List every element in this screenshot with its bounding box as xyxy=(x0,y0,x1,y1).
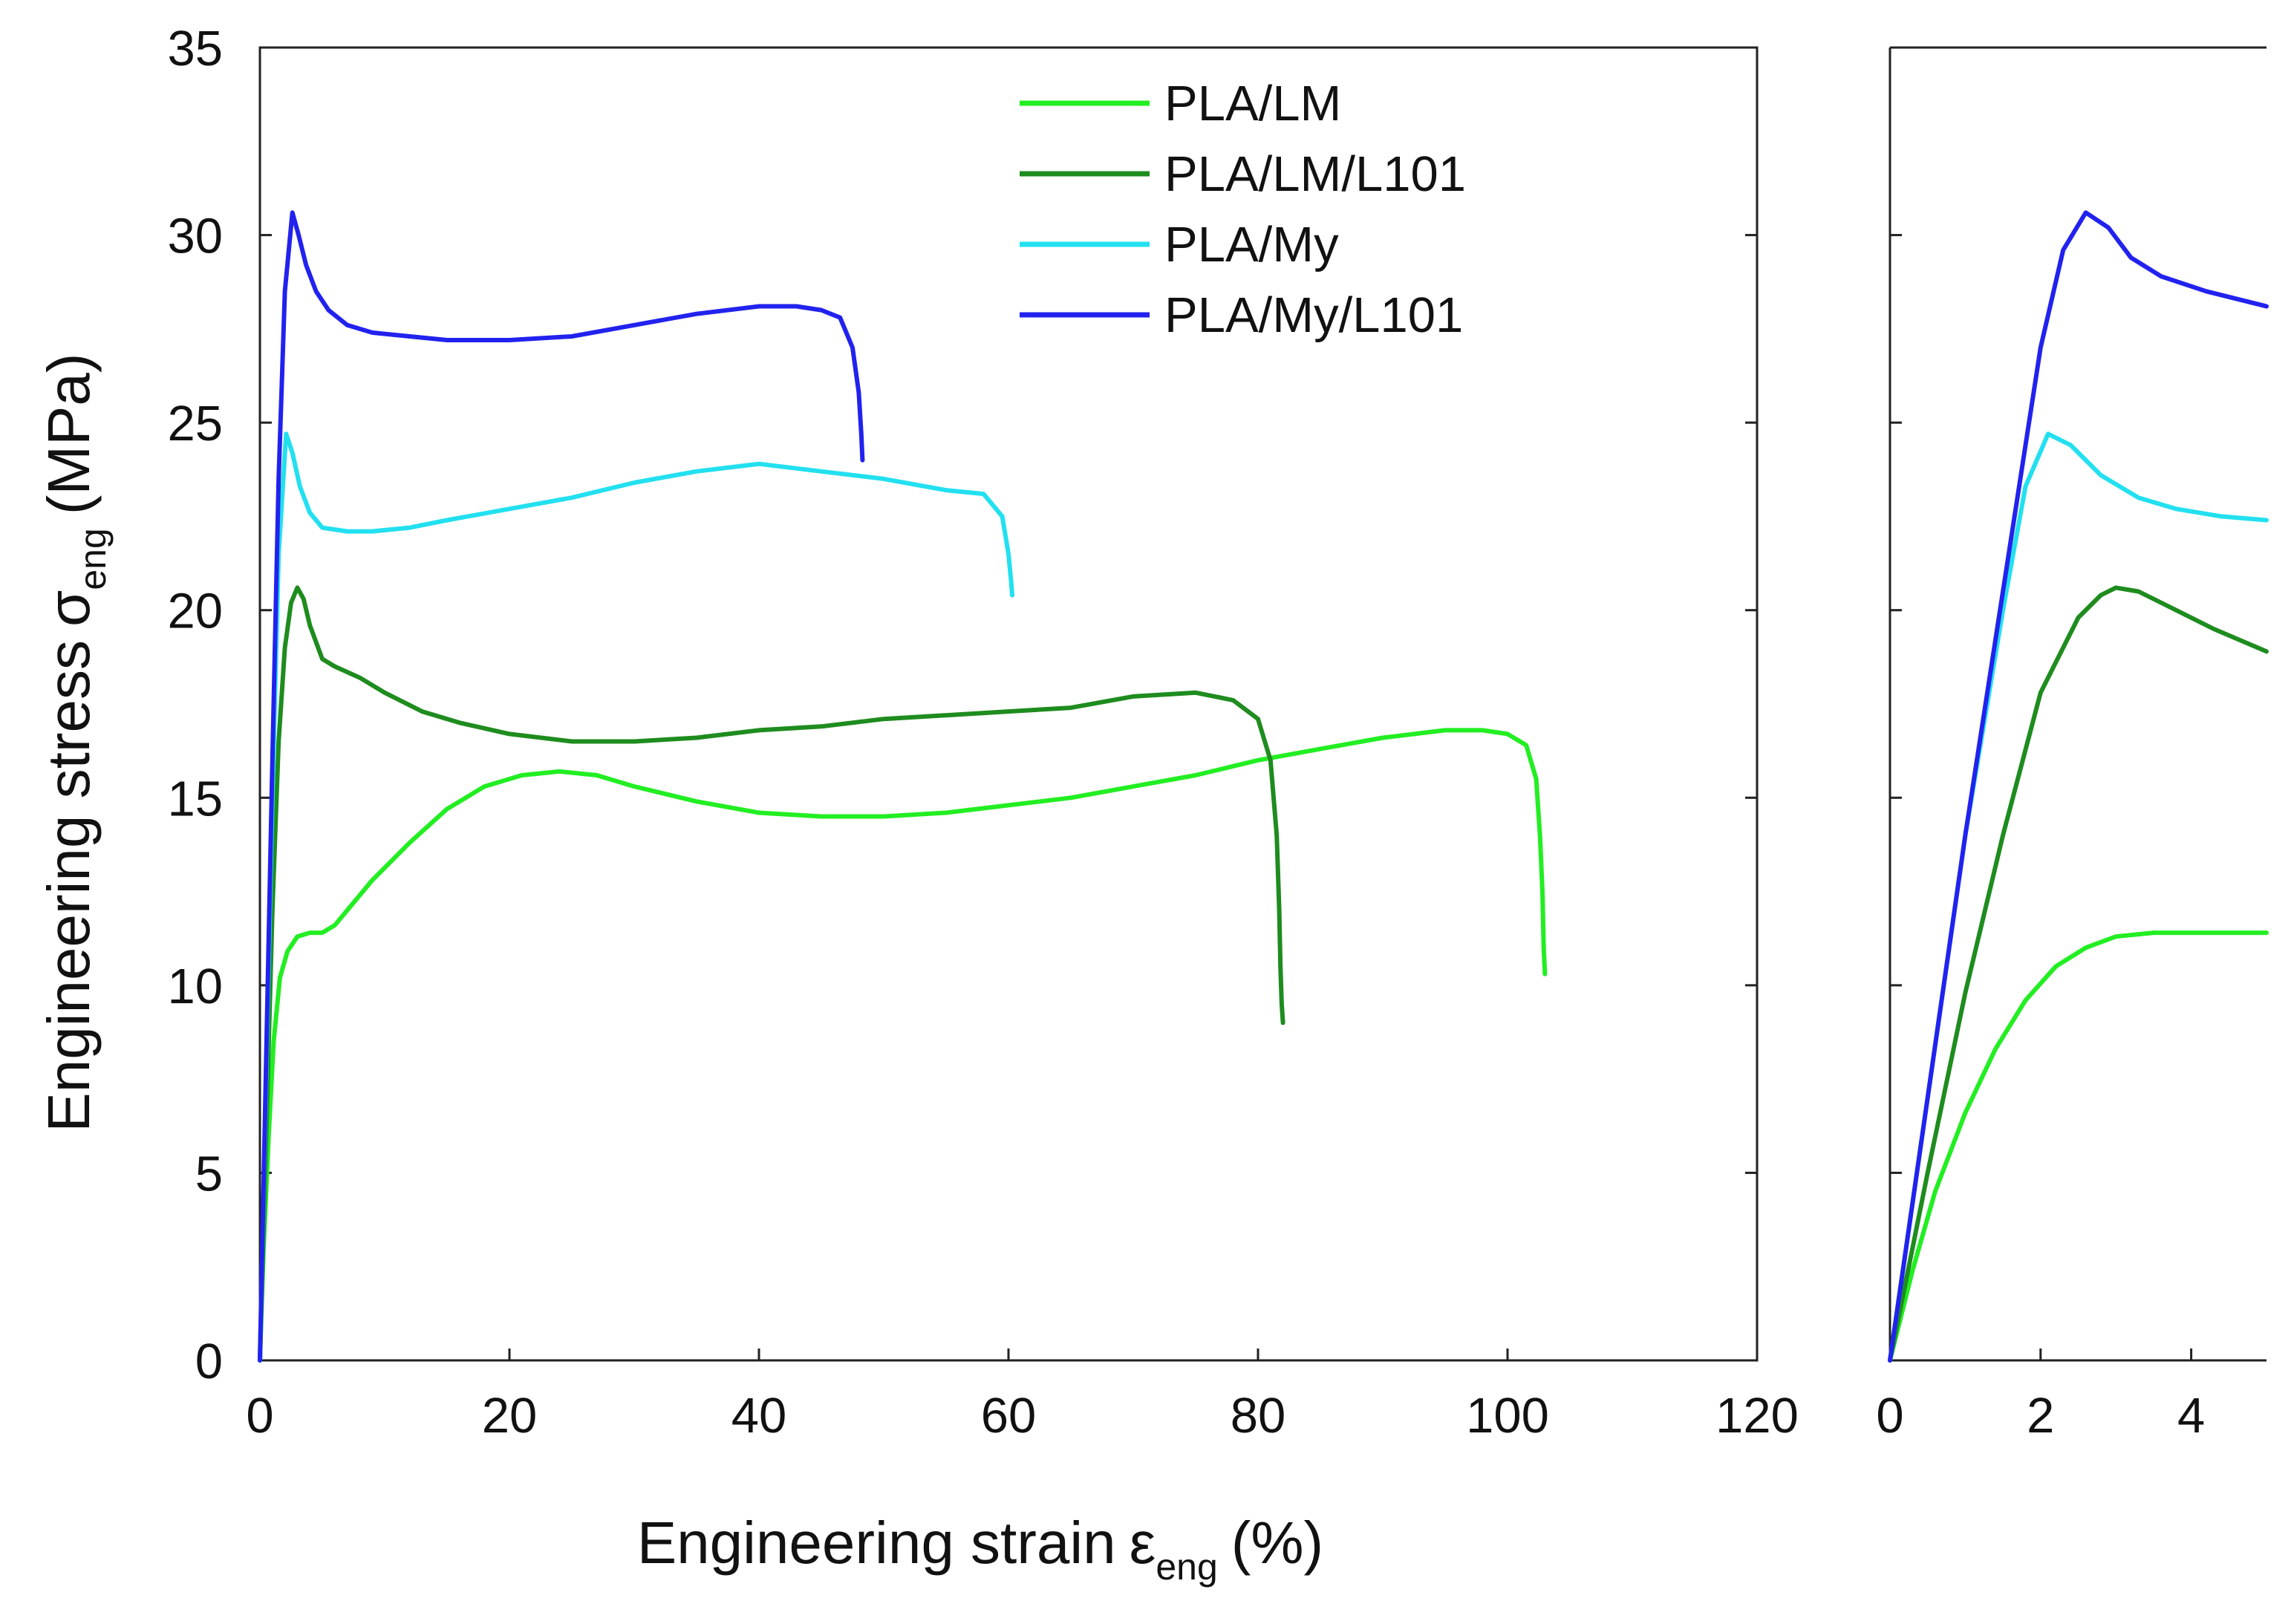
y-axis-symbol: σ xyxy=(36,590,102,627)
y-axis-label-text: Engineering stress xyxy=(36,640,102,1132)
main-series-pla-my-l101 xyxy=(258,210,865,1363)
x-axis-label: Engineering strain εeng (%) xyxy=(637,1510,1323,1588)
main-y-tick-label: 35 xyxy=(167,21,223,76)
zoom-series-pla-lm xyxy=(1888,930,2269,1363)
zoom-plot-panel: 0 2 4 xyxy=(1876,46,2269,1444)
main-y-tick-label: 10 xyxy=(167,959,223,1014)
main-series-pla-lm xyxy=(258,728,1548,1363)
main-series-pla-my xyxy=(258,431,1014,1363)
y-axis-label: Engineering stress σeng (MPa) xyxy=(36,353,114,1132)
legend-label-pla-my: PLA/My xyxy=(1164,217,1339,273)
zoom-series-pla-my-l101 xyxy=(1888,210,2269,1363)
main-y-tick-label: 0 xyxy=(195,1334,223,1389)
main-axis-ticks: 0 20 40 60 80 100 120 0 5 10 15 20 25 30 35 xyxy=(167,21,1798,1444)
main-x-tick-label: 100 xyxy=(1466,1388,1549,1444)
x-axis-label-text: Engineering strain xyxy=(637,1510,1116,1576)
main-series-pla-lm-l101 xyxy=(258,585,1285,1363)
x-axis-subscript: eng xyxy=(1156,1546,1217,1588)
zoom-x-tick-label: 0 xyxy=(1876,1388,1903,1444)
main-x-tick-label: 20 xyxy=(482,1388,538,1444)
y-axis-unit: (MPa) xyxy=(36,353,102,515)
main-x-tick-label: 120 xyxy=(1715,1388,1799,1444)
main-y-tick-label: 5 xyxy=(195,1146,223,1201)
main-x-tick-label: 40 xyxy=(731,1388,787,1444)
legend-label-pla-my-l101: PLA/My/L101 xyxy=(1164,287,1463,343)
zoom-series-pla-lm-l101 xyxy=(1888,585,2269,1363)
main-x-tick-label: 0 xyxy=(246,1388,273,1444)
main-series-lines xyxy=(258,210,1548,1363)
main-y-tick-label: 20 xyxy=(167,584,223,639)
zoom-x-tick-label: 4 xyxy=(2177,1388,2205,1444)
main-y-tick-label: 30 xyxy=(167,209,223,264)
zoom-series-lines xyxy=(1888,210,2269,1363)
main-plot-panel: 0 20 40 60 80 100 120 0 5 10 15 20 25 30 35 PLA/LM PLA… xyxy=(36,21,1799,1588)
legend: PLA/LM PLA/LM/L101 PLA/My PLA/My/L101 xyxy=(1020,76,1466,343)
legend-label-pla-lm-l101: PLA/LM/L101 xyxy=(1164,146,1466,202)
zoom-x-tick-label: 2 xyxy=(2027,1388,2054,1444)
main-y-tick-label: 25 xyxy=(167,396,223,451)
y-axis-subscript: eng xyxy=(72,528,114,590)
x-axis-unit: (%) xyxy=(1231,1510,1323,1576)
legend-label-pla-lm: PLA/LM xyxy=(1164,76,1341,131)
x-axis-symbol: ε xyxy=(1130,1510,1156,1576)
main-x-tick-label: 80 xyxy=(1231,1388,1286,1444)
main-y-tick-label: 15 xyxy=(167,771,223,826)
main-x-tick-label: 60 xyxy=(981,1388,1037,1444)
